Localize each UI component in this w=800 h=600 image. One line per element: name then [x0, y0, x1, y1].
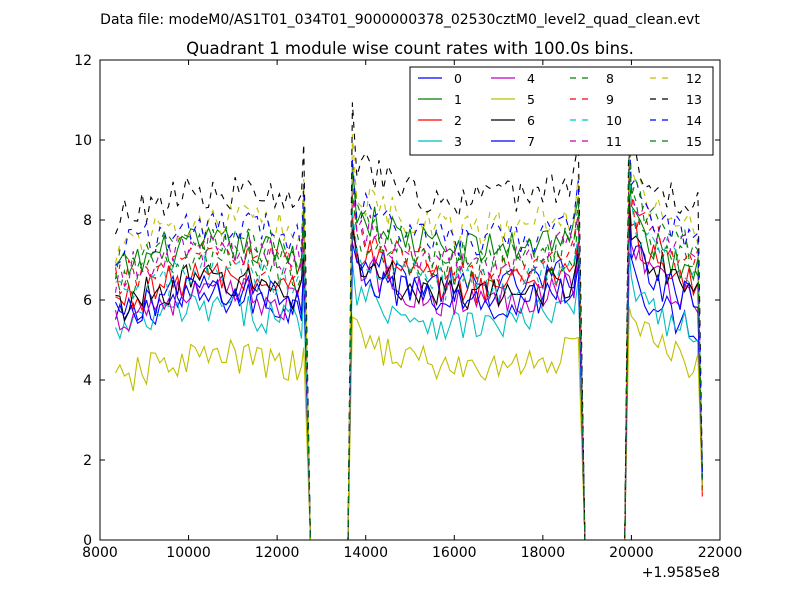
x-tick-label: 12000	[255, 545, 300, 561]
series-line-13	[114, 89, 703, 540]
y-tick-label: 10	[74, 133, 92, 149]
x-tick-label: 18000	[521, 545, 566, 561]
series-line-8	[114, 160, 703, 540]
series-line-14	[115, 137, 703, 540]
series-line-10	[115, 169, 703, 540]
series-line-12	[114, 129, 703, 540]
x-offset-label: +1.9585e8	[642, 565, 720, 581]
series-line-15	[114, 139, 703, 540]
y-tick-label: 8	[83, 213, 92, 229]
legend-label-0: 0	[454, 71, 462, 86]
y-tick-label: 2	[83, 453, 92, 469]
x-tick-label: 20000	[609, 545, 654, 561]
legend-label-7: 7	[527, 134, 535, 149]
legend-label-2: 2	[454, 113, 462, 128]
legend-label-8: 8	[606, 71, 614, 86]
legend-label-13: 13	[686, 92, 702, 107]
legend-label-6: 6	[527, 113, 535, 128]
plot-area: 8000 10000 12000 14000 16000 18000 20000 22000 …	[74, 53, 742, 581]
chart-title: Quadrant 1 module wise count rates with …	[186, 39, 634, 58]
legend-label-5: 5	[527, 92, 535, 107]
x-tick-label: 10000	[166, 545, 211, 561]
x-axis: 8000 10000 12000 14000 16000 18000 20000 22000	[82, 60, 742, 561]
x-tick-label: 22000	[698, 545, 743, 561]
legend-label-10: 10	[606, 113, 622, 128]
x-tick-label: 8000	[82, 545, 118, 561]
series-line-11	[114, 154, 703, 540]
series-line-9	[114, 166, 703, 540]
legend-box	[409, 66, 714, 156]
series-line-1	[115, 164, 703, 540]
y-tick-label: 4	[83, 373, 92, 389]
series-line-4	[114, 212, 703, 540]
x-tick-label: 14000	[343, 545, 388, 561]
legend-label-15: 15	[686, 134, 702, 149]
legend-label-1: 1	[454, 92, 462, 107]
legend-label-11: 11	[606, 134, 622, 149]
legend-label-14: 14	[686, 113, 702, 128]
figure-suptitle: Data file: modeM0/AS1T01_034T01_90000003…	[100, 12, 700, 28]
y-tick-label: 6	[83, 293, 92, 309]
legend-label-4: 4	[527, 71, 535, 86]
series-layer	[114, 89, 703, 540]
legend-label-3: 3	[454, 134, 462, 149]
y-tick-label: 0	[83, 533, 92, 549]
legend-label-9: 9	[606, 92, 614, 107]
legend-label-12: 12	[686, 71, 702, 86]
series-line-5	[115, 306, 703, 540]
x-tick-label: 16000	[432, 545, 477, 561]
y-tick-label: 12	[74, 53, 92, 69]
